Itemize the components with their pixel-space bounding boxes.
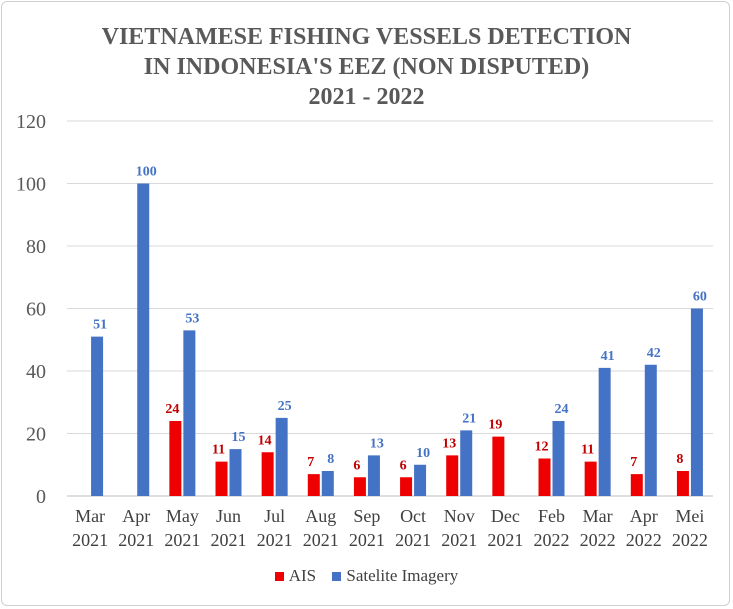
y-tick-label: 100 xyxy=(16,174,46,196)
data-label-ais: 12 xyxy=(535,440,549,455)
x-tick-label: Apr xyxy=(630,506,658,526)
y-tick-label: 60 xyxy=(26,299,46,321)
y-tick-label: 40 xyxy=(26,361,46,383)
bar-satellite xyxy=(321,471,334,496)
bar-satellite xyxy=(644,364,657,496)
bar-satellite xyxy=(552,421,565,496)
bar-ais xyxy=(400,477,413,496)
x-tick-label: Mar xyxy=(583,506,613,526)
x-tick-label: 2021 xyxy=(303,530,339,550)
x-tick-label: 2021 xyxy=(211,530,247,550)
data-label-ais: 6 xyxy=(400,458,407,473)
x-tick-label: Mar xyxy=(75,506,105,526)
x-tick-label: 2021 xyxy=(257,530,293,550)
x-tick-label: Mei xyxy=(675,506,704,526)
x-tick-label: Feb xyxy=(538,506,565,526)
data-label-satellite: 53 xyxy=(185,311,199,326)
legend-label-satellite: Satelite Imagery xyxy=(346,566,459,585)
bar-satellite xyxy=(229,449,242,496)
data-label-satellite: 25 xyxy=(278,399,292,414)
data-label-satellite: 100 xyxy=(136,165,157,180)
bar-ais xyxy=(538,458,551,496)
bar-satellite xyxy=(460,430,473,496)
title-line-1: VIETNAMESE FISHING VESSELS DETECTION xyxy=(101,24,632,50)
x-tick-label: Apr xyxy=(122,506,150,526)
data-label-ais: 11 xyxy=(581,443,594,458)
data-label-satellite: 24 xyxy=(555,402,569,417)
x-tick-label: 2021 xyxy=(164,530,200,550)
bar-ais xyxy=(446,455,459,496)
data-label-satellite: 42 xyxy=(647,346,661,361)
x-tick-label: 2021 xyxy=(118,530,154,550)
bar-satellite xyxy=(275,417,288,496)
x-tick-label: 2021 xyxy=(72,530,108,550)
x-tick-label: Jun xyxy=(216,506,241,526)
x-tick-label: Dec xyxy=(491,506,520,526)
bar-ais xyxy=(584,461,597,496)
legend-swatch-ais xyxy=(274,572,284,581)
y-tick-label: 20 xyxy=(26,424,46,446)
title-line-3: 2021 - 2022 xyxy=(308,84,425,110)
bar-ais xyxy=(261,452,274,496)
data-label-satellite: 8 xyxy=(327,452,334,467)
x-tick-label: 2021 xyxy=(349,530,385,550)
y-tick-label: 0 xyxy=(36,486,46,508)
x-tick-label: May xyxy=(166,506,199,526)
x-tick-label: Oct xyxy=(400,506,426,526)
bar-satellite xyxy=(367,455,380,496)
data-label-satellite: 13 xyxy=(370,436,384,451)
data-label-ais: 19 xyxy=(488,418,502,433)
bar-satellite xyxy=(690,308,703,496)
data-label-ais: 7 xyxy=(630,455,637,470)
data-label-ais: 13 xyxy=(442,436,456,451)
data-label-ais: 24 xyxy=(165,402,179,417)
legend-item-satellite: Satelite Imagery xyxy=(332,566,458,585)
bar-ais xyxy=(676,471,689,496)
legend-label-ais: AIS xyxy=(288,566,317,585)
data-label-ais: 7 xyxy=(307,455,314,470)
bar-ais xyxy=(353,477,366,496)
x-tick-label: Sep xyxy=(353,506,380,526)
x-tick-label: Nov xyxy=(444,506,475,526)
y-tick-label: 120 xyxy=(16,111,46,133)
data-label-ais: 6 xyxy=(353,458,360,473)
data-label-satellite: 10 xyxy=(416,446,430,461)
bar-satellite xyxy=(598,367,611,496)
x-tick-label: 2022 xyxy=(580,530,616,550)
legend-swatch-satellite xyxy=(332,572,342,581)
data-label-satellite: 60 xyxy=(693,290,707,305)
data-label-ais: 11 xyxy=(212,443,225,458)
x-tick-label: 2021 xyxy=(487,530,523,550)
x-tick-label: Jul xyxy=(264,506,285,526)
bar-ais xyxy=(307,474,320,496)
x-tick-label: 2022 xyxy=(534,530,570,550)
bar-ais xyxy=(630,474,643,496)
x-tick-label: Aug xyxy=(305,506,336,526)
bar-satellite xyxy=(414,464,427,496)
bar-satellite xyxy=(137,183,150,496)
legend: AIS Satelite Imagery xyxy=(0,566,733,586)
x-tick-label: 2021 xyxy=(395,530,431,550)
legend-item-ais: AIS xyxy=(274,566,317,585)
data-label-ais: 8 xyxy=(676,452,683,467)
x-tick-label: 2022 xyxy=(626,530,662,550)
data-label-satellite: 51 xyxy=(93,318,107,333)
bar-ais xyxy=(492,436,505,496)
bar-ais xyxy=(215,461,228,496)
data-label-satellite: 15 xyxy=(232,430,246,445)
title-line-2: IN INDONESIA'S EEZ (NON DISPUTED) xyxy=(143,54,590,80)
x-tick-label: 2021 xyxy=(441,530,477,550)
bar-satellite xyxy=(91,336,104,496)
bar-ais xyxy=(169,421,182,496)
x-tick-label: 2022 xyxy=(672,530,708,550)
data-label-ais: 14 xyxy=(258,433,272,448)
chart-title: VIETNAMESE FISHING VESSELS DETECTION IN … xyxy=(0,22,733,112)
data-label-satellite: 41 xyxy=(601,349,615,364)
y-tick-label: 80 xyxy=(26,236,46,258)
bar-satellite xyxy=(183,330,196,496)
data-label-satellite: 21 xyxy=(462,411,476,426)
